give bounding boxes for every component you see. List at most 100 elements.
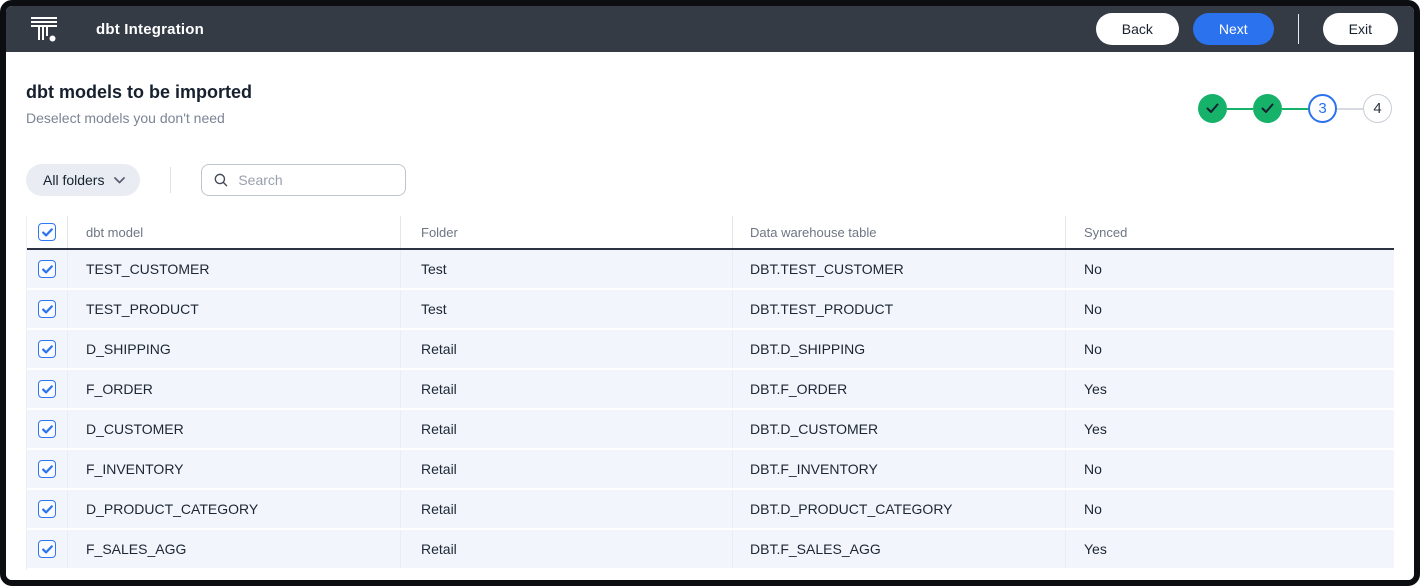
row-checkbox[interactable] (38, 260, 56, 278)
table-row[interactable]: TEST_CUSTOMER Test DBT.TEST_CUSTOMER No (27, 250, 1394, 290)
cell-warehouse-table: DBT.F_ORDER (733, 370, 1066, 408)
table-row[interactable]: D_SHIPPING Retail DBT.D_SHIPPING No (27, 330, 1394, 370)
cell-warehouse-table: DBT.D_SHIPPING (733, 330, 1066, 368)
cell-synced: Yes (1084, 421, 1107, 437)
row-checkbox-cell (27, 250, 68, 288)
row-checkbox-cell (27, 450, 68, 488)
row-checkbox[interactable] (38, 500, 56, 518)
check-icon (41, 504, 53, 514)
step-connector (1337, 107, 1363, 110)
folder-filter-dropdown[interactable]: All folders (26, 164, 141, 196)
cell-folder: Retail (401, 370, 733, 408)
row-checkbox-cell (27, 530, 68, 568)
toolbar-divider (170, 167, 172, 193)
folder-filter-label: All folders (43, 172, 105, 188)
app-title: dbt Integration (96, 20, 204, 38)
table-row[interactable]: TEST_PRODUCT Test DBT.TEST_PRODUCT No (27, 290, 1394, 330)
exit-button[interactable]: Exit (1322, 13, 1398, 45)
select-all-cell (27, 216, 68, 248)
page-subtitle: Deselect models you don't need (26, 110, 225, 126)
thoughtspot-logo-icon (31, 17, 57, 42)
cell-synced: Yes (1084, 541, 1107, 557)
filter-toolbar: All folders (26, 164, 1394, 196)
row-checkbox-cell (27, 290, 68, 328)
table-body: TEST_CUSTOMER Test DBT.TEST_CUSTOMER No … (27, 250, 1394, 570)
row-checkbox-cell (27, 490, 68, 528)
cell-warehouse-table: DBT.TEST_CUSTOMER (733, 250, 1066, 288)
check-icon (41, 264, 53, 274)
table-row[interactable]: F_ORDER Retail DBT.F_ORDER Yes (27, 370, 1394, 410)
table-row[interactable]: D_CUSTOMER Retail DBT.D_CUSTOMER Yes (27, 410, 1394, 450)
column-header-folder[interactable]: Folder (401, 216, 733, 248)
cell-synced: No (1084, 501, 1102, 517)
select-all-checkbox[interactable] (38, 223, 56, 241)
row-checkbox[interactable] (38, 380, 56, 398)
back-button[interactable]: Back (1095, 13, 1179, 45)
cell-folder: Retail (401, 410, 733, 448)
search-box[interactable] (201, 164, 407, 196)
table-row[interactable]: F_INVENTORY Retail DBT.F_INVENTORY No (27, 450, 1394, 490)
row-checkbox-cell (27, 370, 68, 408)
cell-dbt-model: TEST_PRODUCT (68, 290, 401, 328)
cell-dbt-model: F_SALES_AGG (68, 530, 401, 568)
search-icon (215, 173, 228, 187)
step-3-current: 3 (1308, 94, 1337, 123)
check-icon (41, 344, 53, 354)
topbar-actions: Back Next Exit (1095, 13, 1398, 45)
search-input[interactable] (238, 172, 394, 188)
table-row[interactable]: D_PRODUCT_CATEGORY Retail DBT.D_PRODUCT_… (27, 490, 1394, 530)
table-row[interactable]: F_SALES_AGG Retail DBT.F_SALES_AGG Yes (27, 530, 1394, 570)
main-content: dbt models to be imported Deselect model… (6, 52, 1414, 580)
cell-dbt-model: TEST_CUSTOMER (68, 250, 401, 288)
row-checkbox-cell (27, 410, 68, 448)
row-checkbox-cell (27, 330, 68, 368)
cell-synced: No (1084, 301, 1102, 317)
page-heading: dbt models to be imported Deselect model… (26, 78, 252, 126)
cell-synced: Yes (1084, 381, 1107, 397)
chevron-down-icon (114, 176, 126, 183)
step-4-upcoming: 4 (1363, 94, 1392, 123)
wizard-stepper: 3 4 (1198, 94, 1392, 123)
check-icon (41, 544, 53, 554)
cell-synced: No (1084, 341, 1102, 357)
next-button[interactable]: Next (1192, 13, 1274, 45)
row-checkbox[interactable] (38, 420, 56, 438)
column-header-warehouse-table[interactable]: Data warehouse table (733, 216, 1066, 248)
cell-warehouse-table: DBT.D_CUSTOMER (733, 410, 1066, 448)
check-icon (41, 304, 53, 314)
row-checkbox[interactable] (38, 460, 56, 478)
row-checkbox[interactable] (38, 300, 56, 318)
check-icon (41, 464, 53, 474)
row-checkbox[interactable] (38, 540, 56, 558)
cell-folder: Retail (401, 450, 733, 488)
check-icon (1261, 103, 1274, 113)
top-bar: dbt Integration Back Next Exit (6, 6, 1414, 52)
cell-dbt-model: D_CUSTOMER (68, 410, 401, 448)
cell-warehouse-table: DBT.TEST_PRODUCT (733, 290, 1066, 328)
cell-dbt-model: D_PRODUCT_CATEGORY (68, 490, 401, 528)
cell-dbt-model: D_SHIPPING (68, 330, 401, 368)
cell-warehouse-table: DBT.D_PRODUCT_CATEGORY (733, 490, 1066, 528)
page-header-row: dbt models to be imported Deselect model… (26, 78, 1394, 126)
check-icon (41, 384, 53, 394)
step-2-complete (1253, 94, 1282, 123)
cell-warehouse-table: DBT.F_INVENTORY (733, 450, 1066, 488)
cell-folder: Retail (401, 490, 733, 528)
step-connector (1282, 107, 1308, 110)
row-checkbox[interactable] (38, 340, 56, 358)
check-icon (1206, 103, 1219, 113)
step-1-complete (1198, 94, 1227, 123)
table-header-row: dbt model Folder Data warehouse table Sy… (27, 216, 1394, 250)
cell-dbt-model: F_INVENTORY (68, 450, 401, 488)
cell-synced: No (1084, 261, 1102, 277)
topbar-divider (1297, 14, 1299, 44)
step-connector (1227, 107, 1253, 110)
check-icon (41, 424, 53, 434)
column-header-synced[interactable]: Synced (1084, 224, 1128, 240)
cell-dbt-model: F_ORDER (68, 370, 401, 408)
cell-folder: Retail (401, 530, 733, 568)
check-icon (41, 227, 53, 237)
cell-synced: No (1084, 461, 1102, 477)
cell-warehouse-table: DBT.F_SALES_AGG (733, 530, 1066, 568)
column-header-dbt-model[interactable]: dbt model (68, 216, 401, 248)
